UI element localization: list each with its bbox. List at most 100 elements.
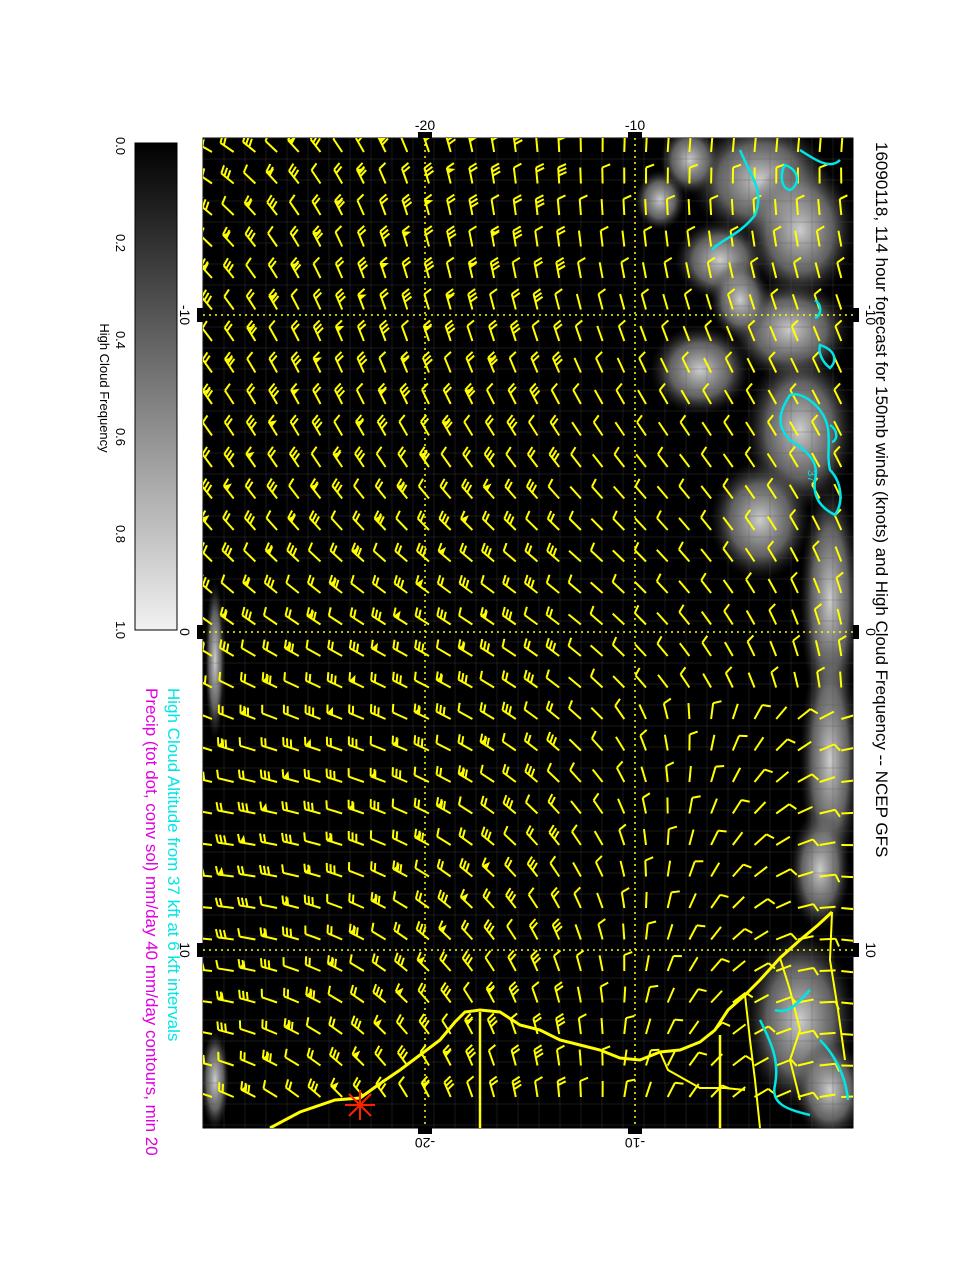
wind-barb-icon [464,382,476,405]
wind-barb-icon [445,288,455,310]
wind-barb-icon [420,1075,431,1098]
wind-barb-icon [283,987,300,1004]
wind-barb-icon [730,198,734,216]
wind-barb-icon [688,1020,700,1035]
wind-barb-icon [214,865,234,878]
wind-barb-icon [259,769,278,783]
wind-barb-icon [817,198,821,216]
wind-barb-icon [555,1044,565,1066]
wind-barb-icon [203,673,213,689]
wind-barb-icon [819,873,841,883]
wind-barb-icon [819,969,836,972]
wind-barb-icon [614,421,626,437]
wind-barb-icon [545,669,560,689]
wind-barb-icon [356,319,367,342]
wind-barb-icon [534,225,544,247]
wind-barb-icon [203,414,213,437]
wind-barb-icon [423,193,434,216]
wind-barb-icon [710,926,722,941]
wind-barb-icon [259,896,278,909]
wind-barb-icon [611,636,625,657]
wind-barb-icon [203,841,213,846]
wind-barb-icon [701,635,712,657]
wind-barb-icon [468,162,478,184]
wind-barb-icon [682,325,691,342]
wind-barb-icon [503,825,517,846]
wind-barb-icon [591,478,604,500]
wind-barb-icon [529,382,541,405]
wind-barb-icon [644,856,654,877]
wind-barb-icon [589,542,604,563]
wind-barb-icon [797,1060,814,1067]
wind-barb-icon [445,138,457,153]
wind-barb-icon [223,288,235,311]
wind-barb-icon [501,732,517,752]
wind-barb-icon [394,542,408,563]
wind-barb-icon [216,737,234,752]
wind-barb-icon [594,855,604,877]
wind-barb-icon [329,1077,343,1098]
wind-barb-icon [374,1045,387,1067]
wind-barb-icon [523,638,539,657]
wind-barb-icon [620,256,630,279]
wind-barb-icon [215,990,234,1004]
wind-barb-icon [328,1016,343,1035]
wind-barb-icon [745,421,756,437]
wind-barb-icon [819,743,841,752]
wind-barb-icon [242,574,257,594]
wind-barb-icon [678,604,691,626]
wind-barb-icon [775,1089,792,1098]
wind-barb-icon [570,800,582,815]
wind-barb-icon [549,855,561,878]
wind-barb-icon [241,606,256,626]
wind-barb-icon [377,138,389,153]
wind-barb-icon [767,389,778,405]
wind-barb-icon [348,704,365,720]
wind-barb-icon [596,325,604,342]
wind-barb-icon [797,1091,820,1101]
wind-barb-icon [259,833,278,846]
wind-barb-icon [747,672,756,688]
wind-barb-icon [401,225,412,247]
wind-barb-icon [658,382,669,405]
right-tick-label: 10 [863,942,879,958]
wind-barb-icon [283,1018,300,1035]
wind-barb-icon [710,829,727,846]
bottom-tick-label: -20 [415,1135,435,1151]
wind-barb-icon [550,886,561,909]
wind-barb-icon [203,138,213,153]
wind-barb-icon [418,1013,430,1035]
wind-barb-icon [266,478,278,500]
wind-barb-icon [645,1081,652,1098]
wind-barb-icon [639,729,648,751]
wind-barb-icon [599,225,609,247]
wind-barb-icon [659,357,669,373]
wind-barb-icon [836,256,845,279]
wind-barb-icon [237,833,256,846]
wind-barb-icon [688,860,704,877]
wind-barb-icon [203,867,213,878]
wind-barb-icon [239,1050,256,1067]
wind-barb-icon [597,918,606,940]
wind-barb-icon [656,611,669,626]
wind-barb-icon [391,703,408,720]
wind-barb-icon [557,138,567,153]
wind-barb-icon [203,258,213,279]
colorbar-tick: 1.0 [113,621,128,639]
wind-barb-icon [457,671,473,689]
wind-barb-icon [203,1029,213,1035]
wind-barb-icon [349,954,365,972]
wind-barb-icon [466,319,475,342]
wind-barb-icon [267,225,278,248]
wind-barb-icon [524,542,539,563]
wind-barb-icon [710,893,729,909]
wind-barb-icon [812,577,821,594]
wind-barb-icon [331,478,343,500]
wind-barb-icon [468,193,479,216]
wind-barb-icon [308,510,322,531]
wind-barb-icon [546,542,560,563]
colorbar-tick: 0.4 [113,331,128,349]
wind-barb-icon [504,856,517,878]
wind-barb-icon [480,826,495,846]
